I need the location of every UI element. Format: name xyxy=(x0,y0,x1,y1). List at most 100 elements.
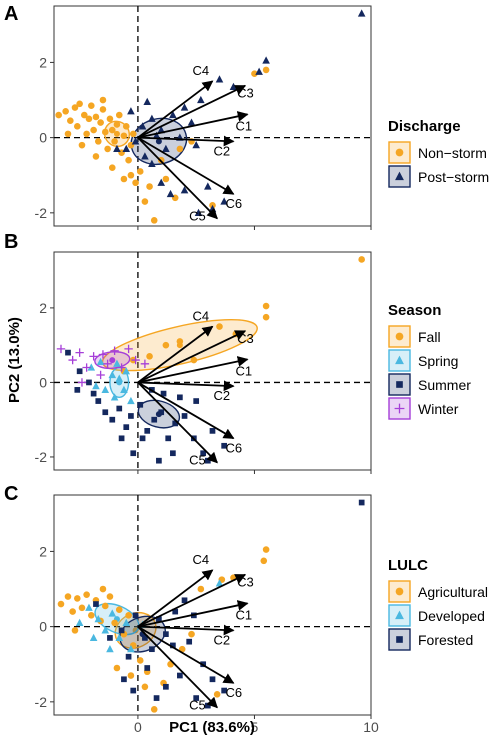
point-agricultural xyxy=(69,608,76,615)
point-non-storm xyxy=(104,145,111,153)
point-winter xyxy=(56,344,66,354)
panel-c: C -2 0 2 0 5 10 C1 C2 C3 C4 C5 C6 LULC Agricultural… xyxy=(4,483,488,735)
point-summer xyxy=(123,424,130,430)
legend-symbol-forested xyxy=(396,636,403,643)
point-non-storm xyxy=(111,138,118,145)
loading-label-c1: C1 xyxy=(235,607,252,622)
point-forested xyxy=(107,635,113,641)
point-agricultural xyxy=(262,546,270,553)
point-agricultural xyxy=(125,612,132,619)
legend-entry-spring: Spring xyxy=(388,349,458,372)
point-post-storm xyxy=(204,182,212,190)
point-post-storm xyxy=(148,159,156,168)
point-non-storm xyxy=(71,104,79,111)
point-non-storm xyxy=(129,130,137,138)
point-post-storm xyxy=(138,122,147,130)
point-spring xyxy=(110,393,119,401)
point-winter xyxy=(82,363,91,372)
y-tick-label: 2 xyxy=(39,54,47,70)
point-winter xyxy=(117,363,126,372)
legend-label: Developed xyxy=(418,608,485,624)
legend-label: Winter xyxy=(418,401,459,417)
point-spring xyxy=(87,363,96,371)
point-non-storm xyxy=(108,126,116,134)
legend-symbol-fall xyxy=(395,332,404,341)
panel-c-label: C xyxy=(4,483,18,505)
point-forested xyxy=(204,702,211,709)
point-non-storm xyxy=(176,145,184,153)
point-winter xyxy=(103,359,112,368)
point-non-storm xyxy=(55,111,62,119)
point-winter xyxy=(98,350,108,359)
loading-label-c3: C3 xyxy=(237,575,254,590)
point-non-storm xyxy=(74,123,81,130)
point-summer xyxy=(151,416,158,423)
loading-vector-c6 xyxy=(137,136,235,195)
centroid-post-storm xyxy=(155,138,162,145)
panel-c-frame xyxy=(53,494,372,716)
point-agricultural xyxy=(101,602,109,610)
point-post-storm xyxy=(152,131,161,139)
point-non-storm xyxy=(262,66,270,74)
legend-label: Agricultural xyxy=(418,584,488,600)
legend-title: Discharge xyxy=(388,118,461,135)
legend-symbol-developed xyxy=(395,610,404,620)
legend-entry-winter: Winter xyxy=(388,397,459,420)
point-post-storm xyxy=(357,9,366,17)
point-fall xyxy=(176,338,184,345)
point-developed xyxy=(106,645,114,653)
legend-title: Season xyxy=(388,302,441,319)
loading-label-c3: C3 xyxy=(237,86,254,101)
point-spring xyxy=(127,396,135,405)
point-developed xyxy=(115,633,124,642)
point-non-storm xyxy=(141,198,149,205)
point-agricultural xyxy=(74,595,81,602)
point-post-storm xyxy=(127,107,135,115)
legend-label: Forested xyxy=(418,632,473,648)
point-post-storm xyxy=(215,75,224,83)
legend-label: Fall xyxy=(418,329,441,345)
point-developed xyxy=(75,618,84,626)
legend-symbol-summer xyxy=(396,381,403,388)
point-non-storm xyxy=(120,175,128,183)
point-post-storm xyxy=(255,67,263,75)
point-non-storm xyxy=(94,138,102,145)
loading-label-c3: C3 xyxy=(237,331,254,346)
point-spring xyxy=(108,370,117,379)
point-non-storm xyxy=(64,130,72,138)
point-developed xyxy=(127,645,135,653)
loading-label-c2: C2 xyxy=(213,632,230,647)
point-agricultural xyxy=(115,606,123,614)
loading-vector-c5 xyxy=(137,381,218,464)
point-post-storm xyxy=(141,152,149,160)
point-summer xyxy=(209,428,216,434)
point-agricultural xyxy=(188,630,195,638)
point-non-storm xyxy=(87,102,95,109)
point-forested xyxy=(221,687,228,694)
point-post-storm xyxy=(143,97,152,106)
point-summer xyxy=(204,457,211,464)
loading-vector-c4 xyxy=(137,80,214,139)
panel-a-label: A xyxy=(4,3,18,25)
loading-label-c2: C2 xyxy=(213,388,230,403)
point-non-storm xyxy=(92,153,100,160)
point-summer xyxy=(118,435,125,442)
x-tick-label: 0 xyxy=(134,719,142,735)
point-non-storm xyxy=(106,115,114,123)
point-non-storm xyxy=(162,175,170,183)
point-summer xyxy=(193,398,200,404)
point-summer xyxy=(128,413,134,419)
point-non-storm xyxy=(125,156,132,164)
loading-vector-c1 xyxy=(137,356,249,384)
point-forested xyxy=(130,687,137,694)
point-summer xyxy=(102,409,109,416)
y-tick-label: 2 xyxy=(39,300,47,316)
point-non-storm xyxy=(78,141,86,149)
loading-vector-c5 xyxy=(137,136,218,220)
point-forested xyxy=(156,616,162,622)
point-winter xyxy=(75,348,84,357)
point-forested xyxy=(149,646,155,653)
point-non-storm xyxy=(120,132,128,140)
point-post-storm xyxy=(220,197,228,205)
legend-entry-post-storm: Post−storm xyxy=(388,165,489,188)
